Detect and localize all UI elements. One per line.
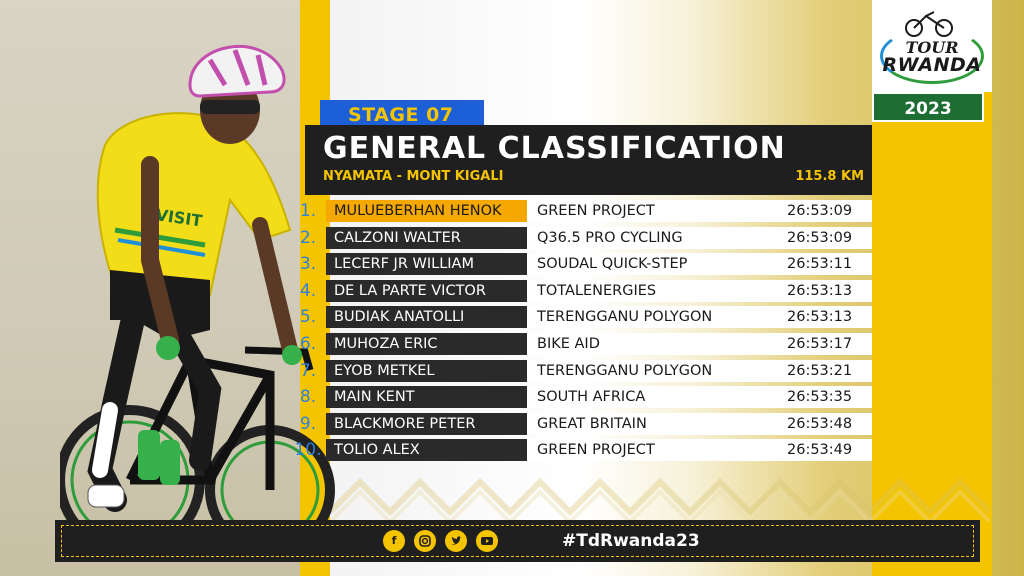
table-row: 2. CALZONI WALTER Q36.5 PRO CYCLING 26:5… <box>290 226 872 249</box>
logo-text-tour: TOUR <box>905 38 959 57</box>
finish-time: 26:53:09 <box>787 229 853 246</box>
footer-dashed-border <box>61 525 974 557</box>
team-name: GREEN PROJECT <box>537 203 655 219</box>
rank-number: 4. <box>299 280 317 301</box>
table-row: 6. MUHOZA ERIC BIKE AID 26:53:17 <box>290 333 872 355</box>
finish-time: 26:53:48 <box>787 415 853 432</box>
team-time-cell: BIKE AID 26:53:17 <box>527 333 872 355</box>
rank-number: 6. <box>299 334 317 354</box>
tour-du-rwanda-logo: TOUR RWANDA <box>872 0 992 92</box>
year-badge: 2023 <box>872 92 984 122</box>
table-row: 10. TOLIO ALEX GREEN PROJECT 26:53:49 <box>290 439 872 462</box>
rider-name: TOLIO ALEX <box>326 439 527 462</box>
team-time-cell: GREEN PROJECT 26:53:09 <box>527 200 872 222</box>
finish-time: 26:53:13 <box>787 282 853 299</box>
table-row: 1. MULUEBERHAN HENOK GREEN PROJECT 26:53… <box>290 200 872 222</box>
route-text: NYAMATA - MONT KIGALI <box>323 169 504 184</box>
instagram-icon[interactable] <box>414 530 436 552</box>
rider-name: LECERF JR WILLIAM <box>326 253 527 276</box>
table-row: 9. BLACKMORE PETER GREAT BRITAIN 26:53:4… <box>290 412 872 435</box>
finish-time: 26:53:21 <box>787 362 853 379</box>
distance-text: 115.8 KM <box>795 169 864 184</box>
rider-name: DE LA PARTE VICTOR <box>326 279 527 302</box>
logo-ring <box>880 28 984 84</box>
rank-number: 5. <box>299 307 317 328</box>
team-name: BIKE AID <box>537 336 600 352</box>
team-name: TERENGGANU POLYGON <box>537 362 713 379</box>
table-row: 7. EYOB METKEL TERENGGANU POLYGON 26:53:… <box>290 359 872 382</box>
team-time-cell: GREEN PROJECT 26:53:49 <box>527 439 872 462</box>
team-name: GREEN PROJECT <box>537 442 655 459</box>
team-name: GREAT BRITAIN <box>537 415 647 432</box>
youtube-icon[interactable] <box>476 530 498 552</box>
rider-name: BLACKMORE PETER <box>326 412 527 435</box>
rank-number: 10. <box>294 440 322 461</box>
table-row: 5. BUDIAK ANATOLLI TERENGGANU POLYGON 26… <box>290 306 872 329</box>
team-time-cell: TOTALENERGIES 26:53:13 <box>527 279 872 302</box>
classification-header: GENERAL CLASSIFICATION NYAMATA - MONT KI… <box>305 125 872 195</box>
finish-time: 26:53:09 <box>787 203 853 219</box>
finish-time: 26:53:35 <box>787 389 853 406</box>
rank-number: 2. <box>299 227 317 248</box>
rank-number: 7. <box>299 360 317 381</box>
team-time-cell: SOUTH AFRICA 26:53:35 <box>527 386 872 409</box>
twitter-icon[interactable] <box>445 530 467 552</box>
team-name: TERENGGANU POLYGON <box>537 309 713 326</box>
table-row: 4. DE LA PARTE VICTOR TOTALENERGIES 26:5… <box>290 279 872 302</box>
team-time-cell: SOUDAL QUICK-STEP 26:53:11 <box>527 253 872 276</box>
logo-text-rwanda: RWANDA <box>882 54 982 76</box>
social-footer: f #TdRwanda23 <box>55 520 980 562</box>
rank-number: 8. <box>299 387 317 408</box>
rank-number: 1. <box>299 201 317 221</box>
cyclist-illustration: VISIT <box>60 45 335 540</box>
team-name: SOUTH AFRICA <box>537 389 646 406</box>
imigongo-pattern <box>330 477 990 522</box>
rank-number: 3. <box>299 254 317 275</box>
rider-name: MAIN KENT <box>326 386 527 409</box>
finish-time: 26:53:11 <box>787 256 853 273</box>
hashtag-text: #TdRwanda23 <box>562 531 700 551</box>
team-time-cell: GREAT BRITAIN 26:53:48 <box>527 412 872 435</box>
rider-name: EYOB METKEL <box>326 359 527 382</box>
team-name: TOTALENERGIES <box>537 282 657 299</box>
finish-time: 26:53:49 <box>787 442 853 459</box>
finish-time: 26:53:13 <box>787 309 853 326</box>
rank-number: 9. <box>299 413 317 434</box>
rider-name: CALZONI WALTER <box>326 226 527 249</box>
page-title: GENERAL CLASSIFICATION <box>323 131 786 166</box>
team-time-cell: Q36.5 PRO CYCLING 26:53:09 <box>527 226 872 249</box>
team-time-cell: TERENGGANU POLYGON 26:53:21 <box>527 359 872 382</box>
rider-name: MULUEBERHAN HENOK <box>326 200 527 222</box>
rider-name: MUHOZA ERIC <box>326 333 527 355</box>
finish-time: 26:53:17 <box>787 336 853 352</box>
team-name: Q36.5 PRO CYCLING <box>537 229 683 246</box>
team-name: SOUDAL QUICK-STEP <box>537 256 688 273</box>
team-time-cell: TERENGGANU POLYGON 26:53:13 <box>527 306 872 329</box>
table-row: 8. MAIN KENT SOUTH AFRICA 26:53:35 <box>290 386 872 409</box>
facebook-icon[interactable]: f <box>383 530 405 552</box>
rider-name: BUDIAK ANATOLLI <box>326 306 527 329</box>
table-row: 3. LECERF JR WILLIAM SOUDAL QUICK-STEP 2… <box>290 253 872 276</box>
